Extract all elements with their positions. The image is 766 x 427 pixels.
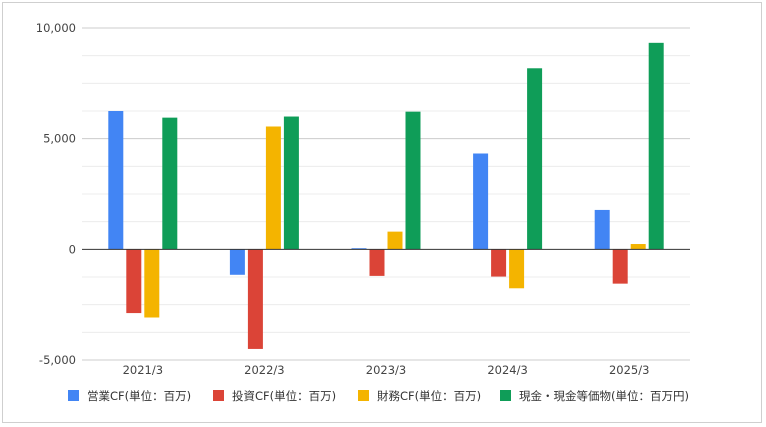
- bar-series-4-1: [162, 117, 178, 250]
- bar-series-4-3: [405, 111, 421, 250]
- bar-series-1-1: [108, 111, 124, 250]
- bar-series-2-3: [369, 249, 385, 276]
- legend-label: 投資CF(単位：百万): [232, 389, 336, 403]
- y-tick-label: 10,000: [36, 21, 76, 35]
- legend-label: 営業CF(単位：百万): [87, 389, 191, 403]
- bar-series-2-2: [247, 249, 263, 349]
- y-axis-labels: 10,000 5,000 0 -5,000: [36, 21, 76, 367]
- bar-series-4-5: [648, 42, 664, 250]
- legend-swatch: [68, 390, 79, 401]
- x-axis-labels: 2021/3 2022/3 2023/3 2024/3 2025/3: [123, 363, 650, 377]
- bar-series-3-2: [265, 126, 281, 250]
- legend-label: 現金・現金等価物(単位：百万円): [519, 389, 689, 403]
- bar-series-2-4: [491, 249, 507, 277]
- legend-swatch: [500, 390, 511, 401]
- y-tick-label: 5,000: [43, 132, 76, 146]
- x-tick-label: 2022/3: [244, 363, 284, 377]
- chart-frame: [2, 2, 762, 423]
- bar-series-1-5: [594, 209, 610, 250]
- x-tick-label: 2021/3: [123, 363, 163, 377]
- bar-series-4-4: [527, 68, 543, 250]
- y-tick-label: 0: [69, 242, 76, 256]
- x-tick-label: 2024/3: [487, 363, 527, 377]
- bars: [108, 42, 664, 349]
- bar-series-2-1: [126, 249, 142, 314]
- bar-series-3-5: [630, 244, 646, 250]
- x-tick-label: 2025/3: [609, 363, 649, 377]
- bar-series-3-3: [387, 231, 403, 250]
- legend-swatch: [358, 390, 369, 401]
- bar-series-1-3: [351, 248, 367, 250]
- gridlines: [82, 27, 690, 361]
- bar-series-2-5: [612, 249, 628, 284]
- legend: 営業CF(単位：百万) 投資CF(単位：百万) 財務CF(単位：百万) 現金・現金等価…: [68, 389, 689, 403]
- legend-swatch: [213, 390, 224, 401]
- bar-series-3-1: [144, 249, 160, 318]
- y-tick-label: -5,000: [39, 353, 76, 367]
- legend-label: 財務CF(単位：百万): [377, 389, 481, 403]
- bar-series-3-4: [509, 249, 525, 289]
- x-tick-label: 2023/3: [366, 363, 406, 377]
- bar-series-1-4: [473, 153, 489, 250]
- bar-series-1-2: [229, 249, 245, 275]
- bar-series-4-2: [283, 116, 299, 250]
